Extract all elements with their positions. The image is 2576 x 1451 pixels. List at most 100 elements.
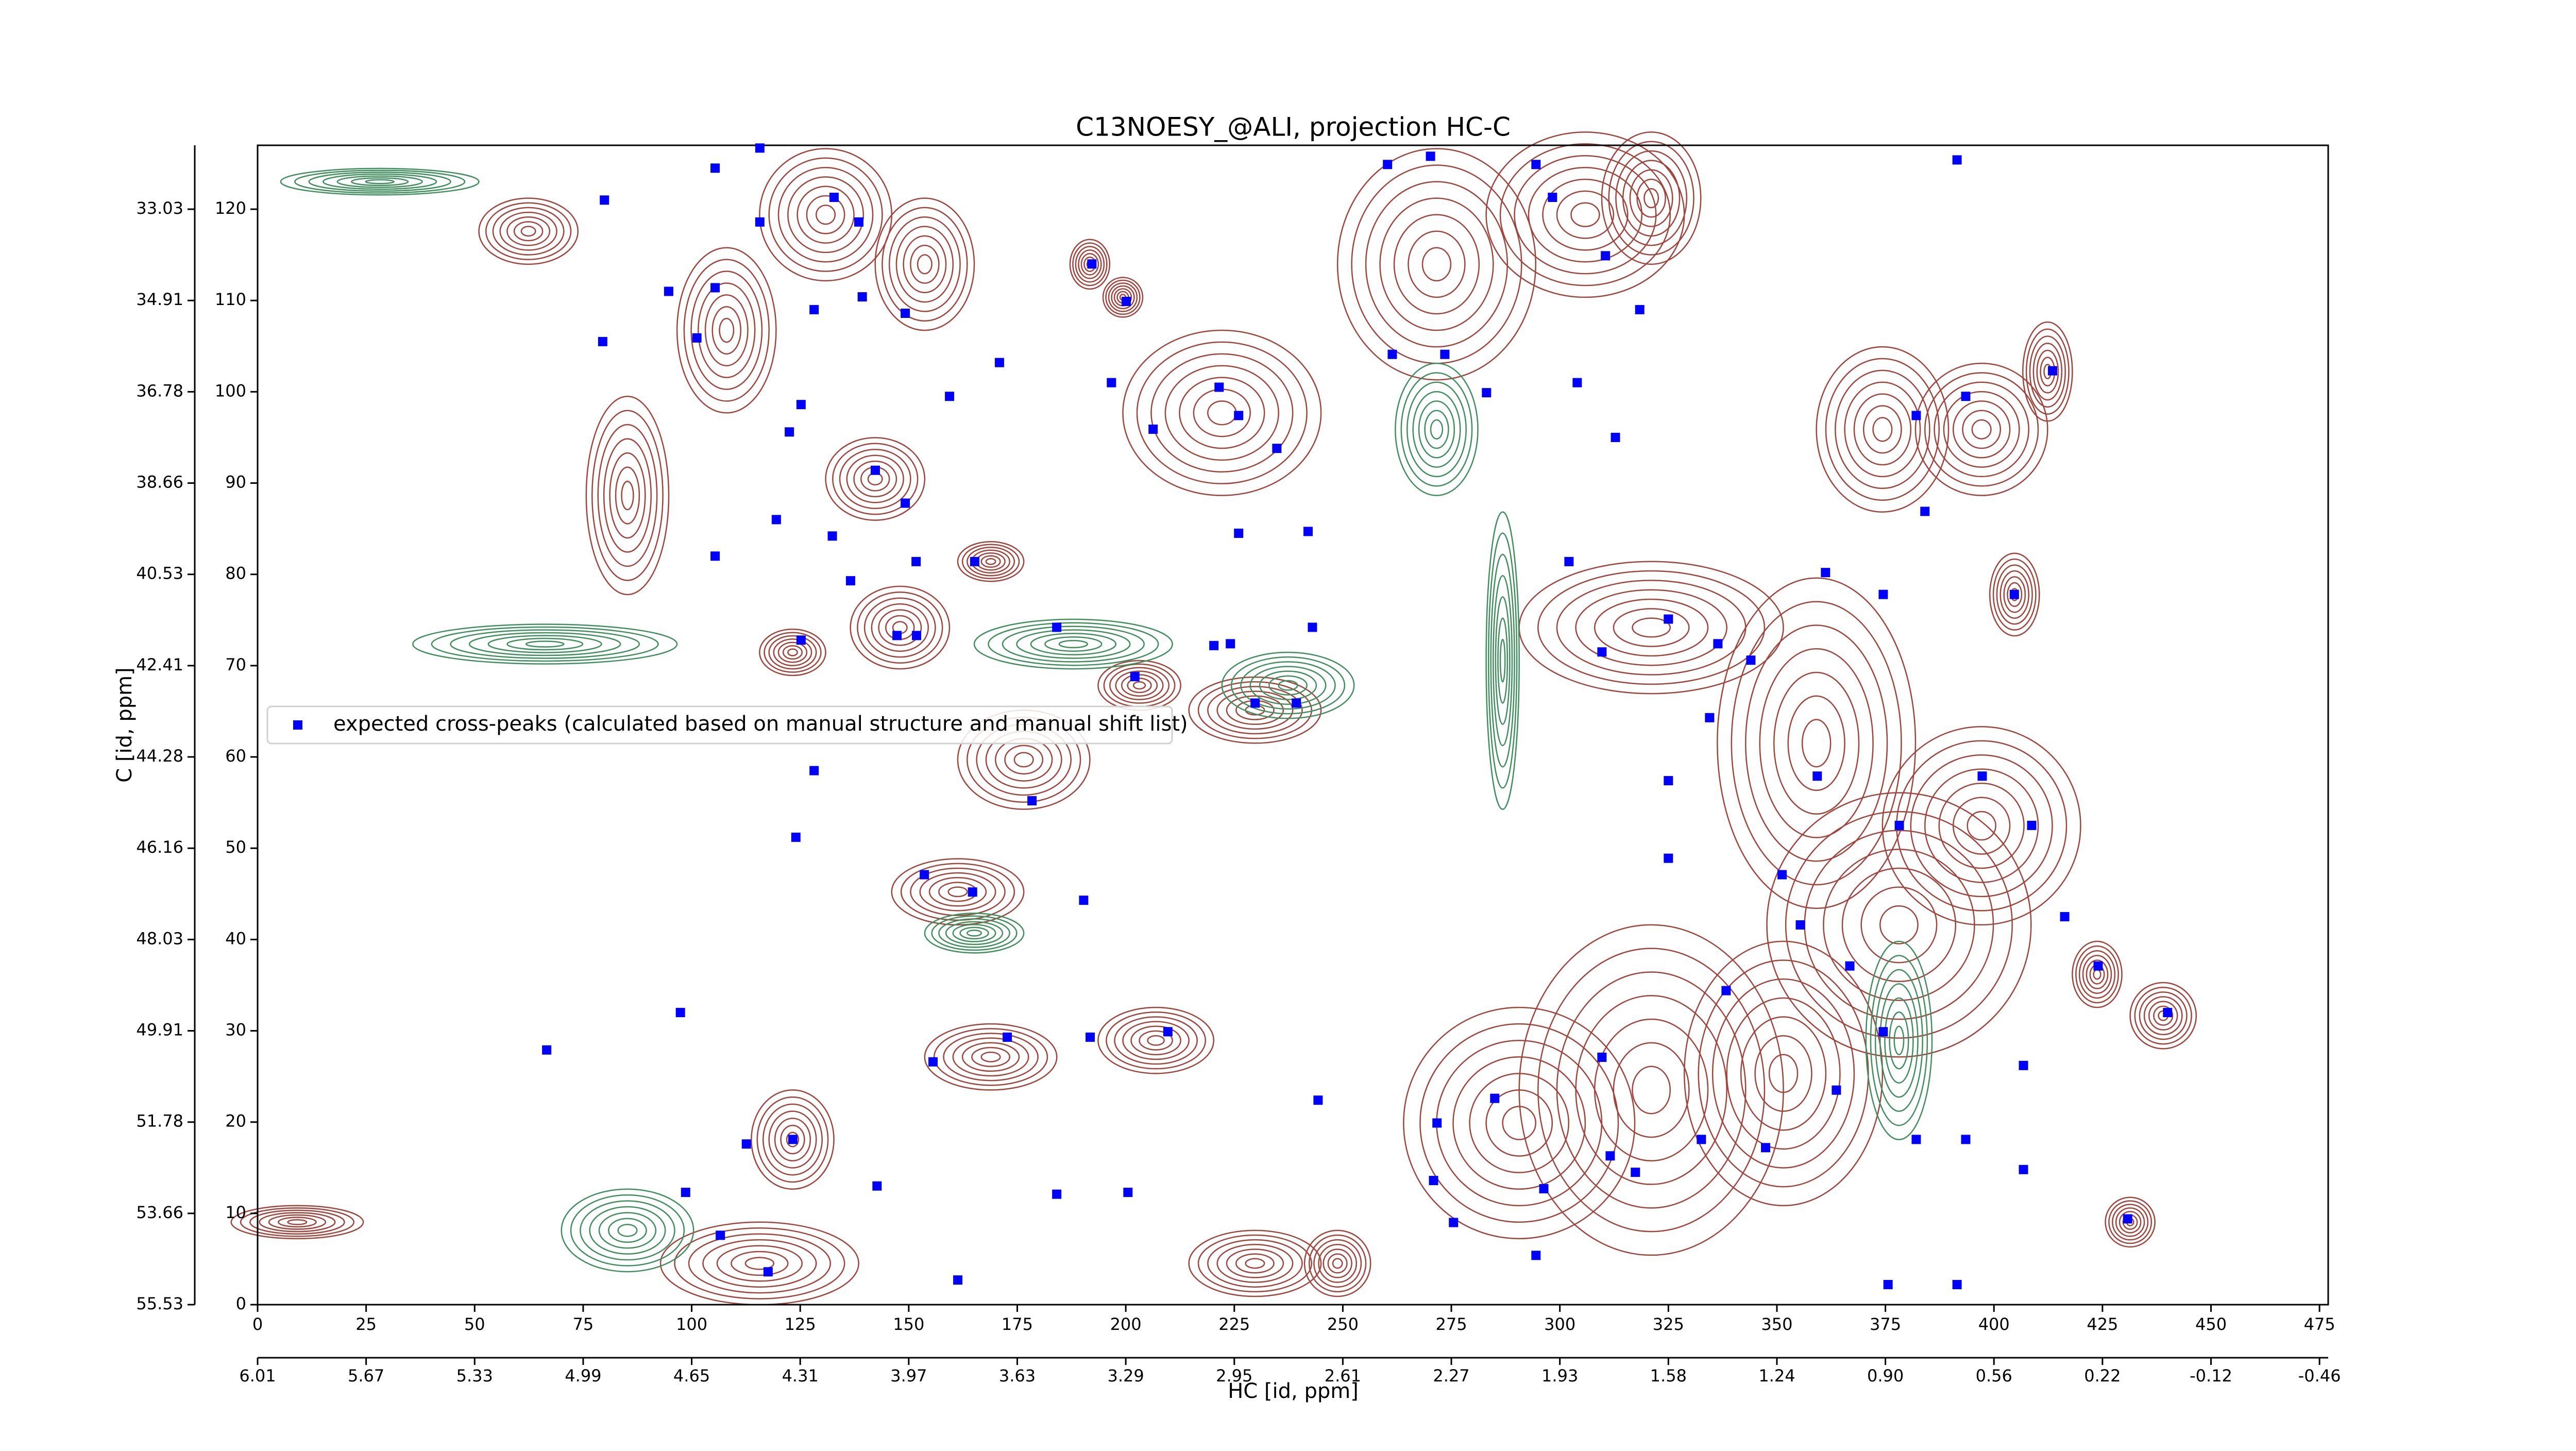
x2-tick-label: 0.90 xyxy=(1867,1366,1904,1386)
cross-peak xyxy=(1911,411,1921,420)
contour xyxy=(1216,1244,1294,1283)
contour xyxy=(450,629,640,659)
x-tick-label: 375 xyxy=(1870,1314,1901,1334)
y-axis-label: C [id, ppm] xyxy=(113,667,137,783)
contour xyxy=(2078,950,2116,999)
contour xyxy=(690,271,763,390)
contour xyxy=(1412,391,1461,468)
contour xyxy=(1745,625,1888,862)
contour xyxy=(1115,670,1164,700)
contour xyxy=(1967,811,1996,841)
legend-label: expected cross-peaks (calculated based o… xyxy=(333,712,1188,736)
contour xyxy=(1874,969,1923,1112)
contour xyxy=(759,628,826,677)
contour xyxy=(850,585,951,670)
contour xyxy=(919,872,996,912)
cross-peak xyxy=(1664,853,1673,863)
cross-peak xyxy=(1429,1176,1438,1186)
contour xyxy=(1318,1244,1358,1283)
contour xyxy=(570,1194,685,1267)
contour xyxy=(1768,1054,1799,1093)
contour xyxy=(2112,1204,2149,1241)
y-tick-label: 80 xyxy=(225,564,246,583)
contour xyxy=(1313,1239,1362,1288)
contour xyxy=(268,1214,327,1230)
contour xyxy=(1109,667,1170,704)
cross-peak xyxy=(2009,589,2019,599)
contour xyxy=(1490,553,1515,768)
cross-peak xyxy=(1163,1027,1173,1037)
contour xyxy=(1726,997,1841,1150)
cross-peak xyxy=(664,286,673,296)
cross-peak xyxy=(1234,528,1244,538)
contour xyxy=(1226,695,1284,725)
contour xyxy=(2036,349,2059,394)
cross-peak xyxy=(598,336,607,346)
contour xyxy=(857,592,943,664)
contour xyxy=(1044,636,1103,652)
contour xyxy=(1717,577,1917,909)
contour xyxy=(1230,656,1346,715)
x-tick-label: 200 xyxy=(1110,1314,1142,1334)
contour xyxy=(967,930,982,937)
contour xyxy=(846,454,904,503)
contour xyxy=(1395,362,1479,496)
contour xyxy=(1393,214,1480,315)
contour xyxy=(1226,1248,1284,1278)
contour xyxy=(1879,905,1919,944)
x2-tick-label: 0.56 xyxy=(1976,1366,2012,1386)
contour xyxy=(580,1200,675,1261)
cross-peak xyxy=(901,498,910,508)
contour xyxy=(1179,377,1265,449)
cross-peak xyxy=(1383,160,1393,170)
contour xyxy=(520,226,536,237)
contour xyxy=(891,858,1025,926)
cross-peak xyxy=(1812,771,1822,781)
contour xyxy=(608,1218,647,1243)
contour xyxy=(768,157,883,272)
x2-tick-label: 5.67 xyxy=(348,1366,384,1386)
contour xyxy=(1004,745,1044,775)
contour xyxy=(1766,792,2032,1058)
plot-frame xyxy=(257,144,2329,1306)
x2-tick-label: 3.63 xyxy=(999,1366,1036,1386)
y-tick-label: 20 xyxy=(225,1111,246,1131)
contour xyxy=(957,541,1025,582)
cross-peak xyxy=(911,556,921,566)
cross-peak xyxy=(2047,366,2057,376)
contour xyxy=(1303,1229,1371,1297)
contour xyxy=(1130,1025,1181,1055)
contour xyxy=(2119,1210,2142,1234)
x2-tick-label: 0.22 xyxy=(2084,1366,2121,1386)
y-tick-label: 30 xyxy=(225,1020,246,1040)
contour xyxy=(1499,143,1671,286)
contour xyxy=(1952,797,2011,855)
x2-tick-label: 6.01 xyxy=(239,1366,276,1386)
contour xyxy=(1106,1011,1206,1070)
y-tick-label: 100 xyxy=(215,381,246,400)
contour xyxy=(1835,369,1930,490)
cross-peak xyxy=(1961,392,1971,401)
x2-tick-label: 2.61 xyxy=(1325,1366,1361,1386)
contour xyxy=(786,1132,800,1148)
contour xyxy=(1078,249,1102,279)
cross-peak xyxy=(1601,251,1611,261)
x-tick-label: 50 xyxy=(464,1314,485,1334)
cross-peak xyxy=(710,283,720,293)
cross-peak xyxy=(1234,411,1244,420)
contour xyxy=(2134,986,2192,1045)
contour xyxy=(240,1207,355,1237)
cross-peak xyxy=(1795,920,1805,930)
cross-peak xyxy=(755,143,765,153)
contour xyxy=(1240,661,1336,710)
contour xyxy=(2139,991,2188,1040)
y-tick-label: 70 xyxy=(225,655,246,674)
contour xyxy=(1403,1006,1636,1240)
contour xyxy=(478,197,579,265)
contour xyxy=(2022,321,2073,422)
contour xyxy=(719,317,735,343)
contour xyxy=(1860,886,1938,964)
contour xyxy=(1575,994,1727,1185)
contour xyxy=(1962,410,2002,449)
legend-marker xyxy=(293,720,302,730)
